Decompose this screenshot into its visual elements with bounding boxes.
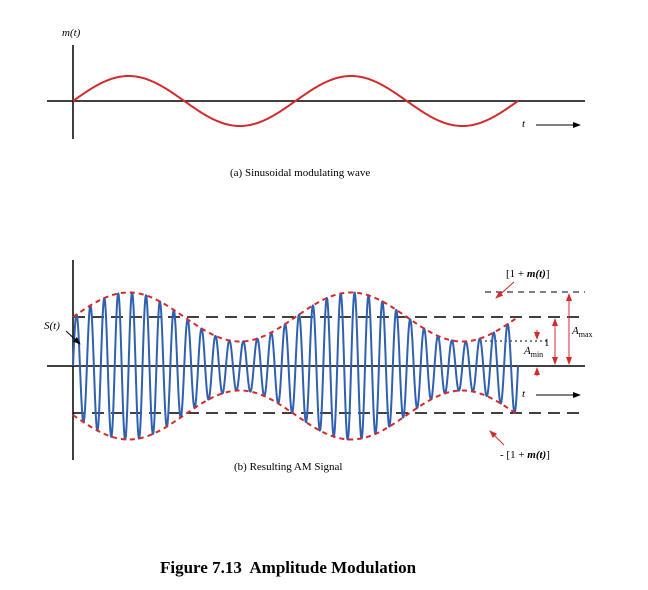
- panel-a-t-label: t: [522, 118, 526, 130]
- lower-envelope-pointer: [489, 430, 505, 446]
- am-carrier-waveform: [72, 291, 519, 441]
- lower-envelope-curve: [72, 389, 519, 441]
- panel-a-modulating-wave: m(t) t (a) Sinusoidal modulating wave: [47, 27, 585, 179]
- s-of-t-label: S(t): [44, 320, 60, 332]
- figure-title: Figure 7.13 Amplitude Modulation: [160, 558, 417, 577]
- panel-a-y-label: m(t): [62, 27, 81, 39]
- panel-b-caption: (b) Resulting AM Signal: [234, 461, 342, 473]
- panel-b-am-signal: S(t) t [1 + m(t)] - [1 + m(t)] Amax 1 Am…: [44, 260, 593, 473]
- panel-a-caption: (a) Sinusoidal modulating wave: [230, 167, 370, 179]
- upper-envelope-curve: [72, 291, 519, 343]
- upper-envelope-label: [1 + m(t)]: [506, 268, 550, 280]
- upper-envelope-pointer: [495, 281, 515, 299]
- s-of-t-pointer-arrow: [65, 330, 81, 345]
- lower-envelope-label: - [1 + m(t)]: [500, 449, 550, 461]
- modulating-sine-curve: [72, 74, 519, 128]
- a-min-label: Amin: [523, 345, 543, 359]
- a-max-label: Amax: [571, 325, 593, 339]
- unit-amplitude-label: 1: [544, 337, 550, 349]
- panel-b-t-label: t: [522, 388, 526, 400]
